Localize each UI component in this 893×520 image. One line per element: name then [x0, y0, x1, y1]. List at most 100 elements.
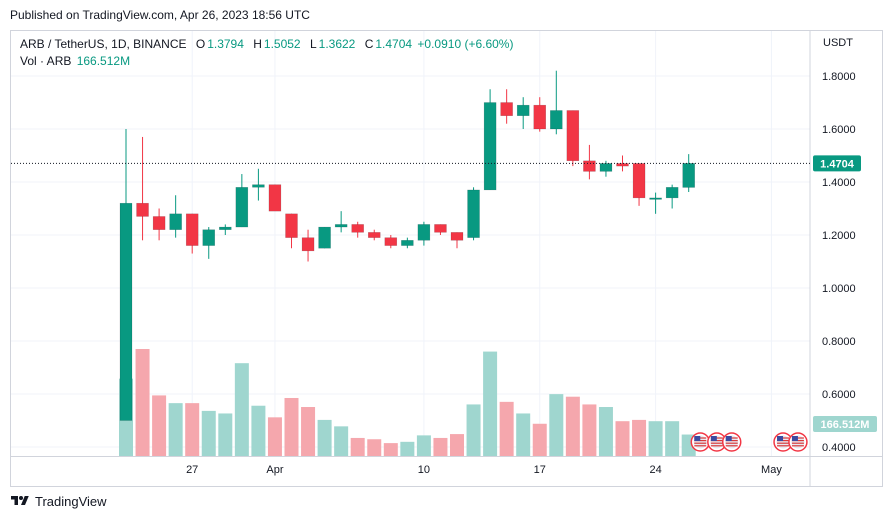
- volume-bar: [665, 421, 680, 456]
- volume-bar: [367, 439, 382, 456]
- volume-row: Vol · ARB 166.512M: [20, 53, 513, 70]
- volume-bar: [284, 397, 299, 456]
- time-tick-label: 24: [649, 464, 661, 476]
- price-tick-label: 1.0000: [822, 283, 856, 295]
- price-axis-unit: USDT: [823, 37, 853, 49]
- candle-body: [268, 184, 282, 212]
- us-flag-icon[interactable]: [690, 432, 711, 452]
- time-tick-label: May: [761, 464, 782, 476]
- volume-bar: [317, 419, 332, 456]
- candle-body: [550, 110, 563, 130]
- volume-bar: [383, 443, 398, 456]
- candle-body: [235, 187, 249, 228]
- close-key: C: [364, 37, 374, 51]
- tradingview-logo-icon: [11, 496, 29, 505]
- candle-body: [252, 184, 265, 188]
- candle-body: [682, 163, 695, 188]
- published-header: Published on TradingView.com, Apr 26, 20…: [10, 8, 310, 22]
- candle-body: [318, 226, 331, 249]
- volume-bar: [433, 437, 448, 456]
- candle-body: [169, 213, 182, 230]
- volume-bar: [185, 403, 200, 456]
- volume-value: 166.512M: [76, 54, 131, 68]
- candle-body: [649, 197, 662, 200]
- volume-bar: [582, 404, 597, 456]
- candle-body: [467, 189, 480, 238]
- us-flag-icon[interactable]: [721, 432, 742, 452]
- candle-body: [285, 213, 298, 238]
- volume-bar: [598, 407, 613, 456]
- price-tick-label: 0.8000: [822, 336, 856, 348]
- volume-bar: [267, 417, 282, 456]
- last-price-badge: [813, 155, 861, 172]
- candle-body: [500, 102, 513, 116]
- volume-bar: [416, 435, 431, 456]
- volume-bar: [499, 401, 514, 456]
- volume-bar: [152, 395, 167, 456]
- candle-body: [368, 232, 381, 238]
- high-value: 1.5052: [263, 37, 301, 51]
- volume-bar: [251, 405, 266, 456]
- candle-body: [185, 213, 199, 246]
- candle-body: [219, 226, 232, 230]
- candle-body: [599, 163, 613, 172]
- candle-body: [434, 224, 447, 233]
- volume-bar: [234, 363, 249, 456]
- price-tick-label: 1.2000: [822, 230, 856, 242]
- us-flag-icon[interactable]: [707, 432, 727, 452]
- last-volume-badge: [813, 416, 877, 432]
- time-tick-label: 17: [534, 464, 546, 476]
- candle-body: [516, 104, 530, 117]
- volume-label[interactable]: Vol · ARB: [20, 54, 72, 68]
- volume-bar: [400, 441, 415, 456]
- symbol-label[interactable]: ARB / TetherUS, 1D, BINANCE: [20, 37, 187, 51]
- volume-bar: [168, 403, 183, 456]
- time-tick-label: 27: [186, 464, 198, 476]
- open-key: O: [195, 37, 206, 51]
- candle-body: [384, 237, 398, 246]
- open-value: 1.3794: [207, 37, 244, 51]
- volume-bar: [350, 437, 365, 456]
- candle-body: [136, 202, 149, 217]
- candle-body: [583, 160, 596, 172]
- last-price-badge-label: 1.4704: [820, 158, 855, 170]
- chart-frame: [10, 30, 883, 487]
- price-tick-label: 1.8000: [822, 71, 856, 83]
- volume-bar: [549, 394, 564, 456]
- candle-body: [632, 163, 646, 199]
- candle-body: [301, 237, 315, 252]
- volume-bar: [565, 396, 580, 456]
- chart-legend: ARB / TetherUS, 1D, BINANCE O 1.3794 H 1.5…: [20, 36, 513, 70]
- volume-bar: [483, 351, 498, 456]
- price-tick-label: 0.4000: [822, 442, 856, 454]
- candle-body: [401, 240, 414, 246]
- last-volume-badge-label: 166.512M: [821, 419, 870, 431]
- us-flag-icon[interactable]: [788, 432, 808, 452]
- candle-body: [450, 232, 464, 241]
- candle-body: [417, 224, 431, 241]
- price-tick-label: 1.4000: [822, 177, 856, 189]
- candle-body: [119, 202, 133, 421]
- volume-bar: [135, 349, 150, 456]
- volume-bar: [301, 407, 316, 456]
- time-tick-label: Apr: [266, 464, 283, 476]
- volume-bar: [466, 404, 481, 456]
- ohlc-row: ARB / TetherUS, 1D, BINANCE O 1.3794 H 1.5…: [20, 36, 513, 53]
- volume-bar: [218, 413, 233, 456]
- candle-body: [566, 110, 580, 162]
- change-value: +0.0910 (+6.60%): [417, 37, 514, 51]
- high-key: H: [253, 37, 262, 51]
- low-key: L: [309, 37, 317, 51]
- price-tick-label: 0.6000: [822, 389, 856, 401]
- candle-body: [533, 104, 546, 130]
- candle-body: [334, 224, 348, 228]
- time-tick-label: 10: [418, 464, 430, 476]
- footer-brand[interactable]: TradingView: [10, 492, 107, 510]
- price-tick-label: 1.6000: [822, 124, 856, 136]
- volume-bar: [532, 423, 547, 456]
- candle-body: [616, 163, 629, 167]
- candle-body: [665, 187, 679, 199]
- volume-bar: [632, 419, 647, 456]
